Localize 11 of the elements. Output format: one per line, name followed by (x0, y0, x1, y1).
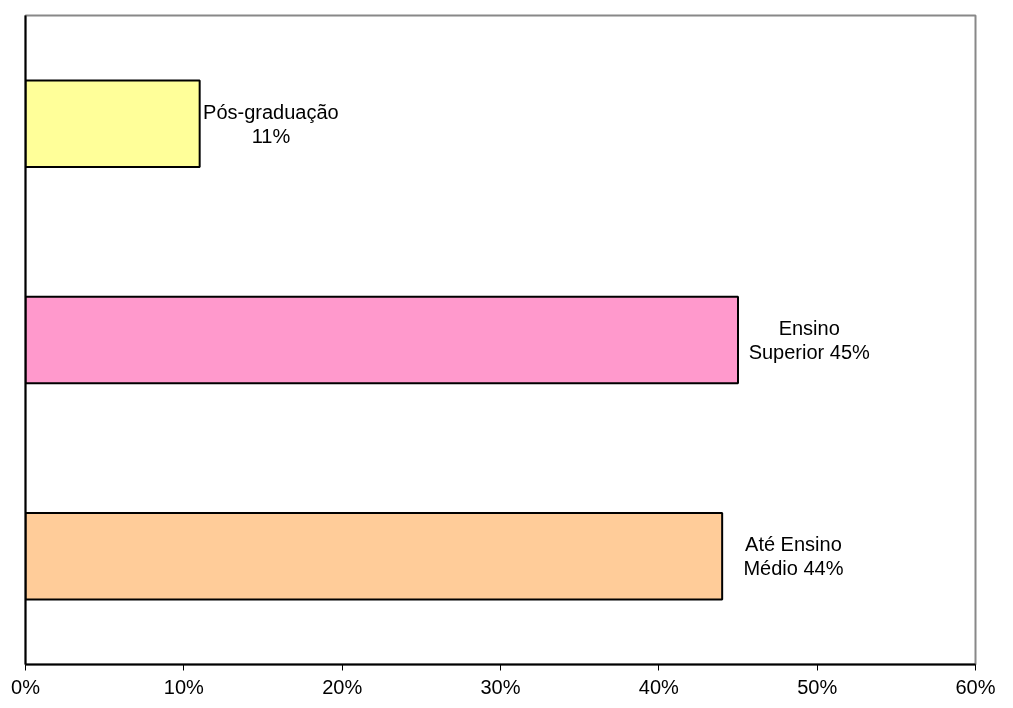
category-label: Ensino Superior 45% (748, 316, 870, 364)
x-tick-label: 10% (163, 675, 205, 698)
x-tick-label: 20% (322, 675, 363, 698)
x-tick-label: 40% (638, 675, 680, 698)
data-label: 11% (251, 124, 291, 147)
x-tick-label: 50% (797, 675, 838, 698)
x-tick-label: 0% (11, 675, 41, 698)
x-tick-label: 30% (480, 675, 521, 698)
x-tick-label: 60% (955, 675, 996, 698)
y-tick-label: Pós-graduação (203, 100, 339, 123)
category-label: Até Ensino Médio 44% (743, 533, 844, 580)
